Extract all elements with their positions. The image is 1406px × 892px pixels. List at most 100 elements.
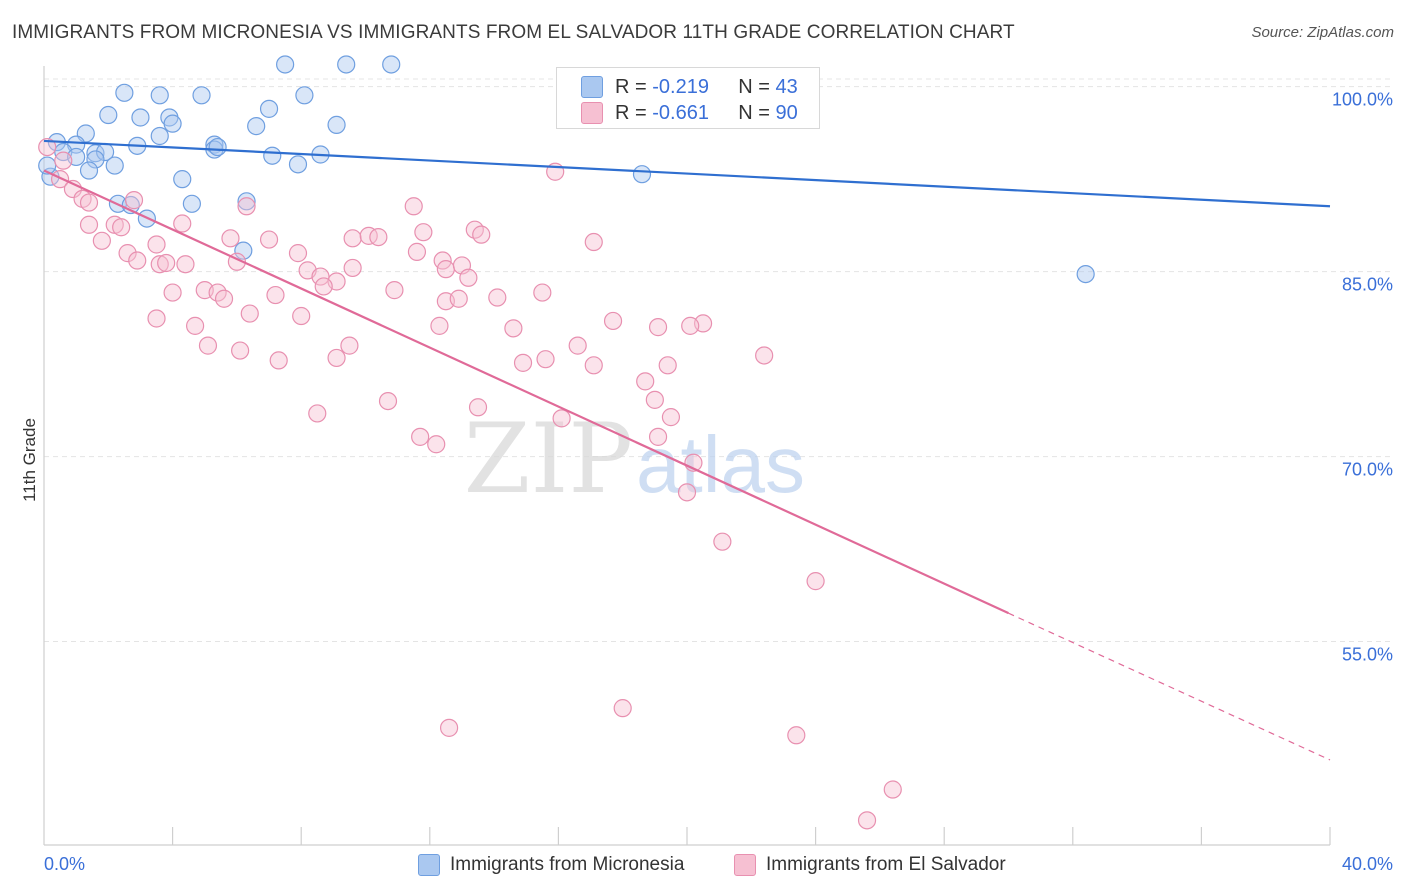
micronesia-point	[150, 126, 169, 146]
y-tick-label: 85.0%	[1342, 275, 1393, 295]
elsalvador-point	[237, 197, 256, 216]
micronesia-point	[208, 137, 227, 157]
elsalvador-point	[584, 232, 603, 252]
elsalvador-point	[124, 191, 144, 210]
elsalvador-point	[38, 137, 57, 157]
elsalvador-point	[513, 353, 533, 372]
elsalvador-point	[343, 258, 362, 278]
elsalvador-point	[536, 350, 555, 369]
n-label: N =	[738, 75, 776, 98]
elsalvador-point	[568, 336, 587, 355]
elsalvador-trend-line	[43, 169, 1009, 615]
elsalvador-point	[311, 267, 330, 286]
points-layer	[38, 55, 1095, 830]
elsalvador-point	[436, 260, 455, 279]
elsalvador-point	[857, 811, 877, 830]
n-value: 90	[775, 101, 798, 124]
elsalvador-point	[118, 244, 137, 263]
elsalvador-point	[645, 390, 664, 409]
elsalvador-point	[359, 226, 378, 245]
tick-labels: 100.0% 85.0% 70.0% 55.0% 0.0% 40.0%	[44, 90, 1393, 874]
elsalvador-point	[755, 346, 774, 365]
micronesia-point	[237, 192, 256, 211]
elsalvador-point	[79, 193, 99, 212]
elsalvador-point	[150, 255, 169, 274]
elsalvador-point	[176, 255, 195, 274]
legend-label-micronesia: Immigrants from Micronesia	[450, 854, 685, 875]
micronesia-point	[1076, 264, 1095, 284]
elsalvador-point	[439, 718, 459, 737]
micronesia-point	[259, 99, 279, 118]
elsalvador-point	[231, 341, 250, 360]
source-label: Source: ZipAtlas.com	[1251, 24, 1394, 41]
r-value: -0.219	[652, 75, 709, 98]
elsalvador-point	[343, 229, 362, 248]
micronesia-point	[263, 146, 282, 165]
micronesia-point	[632, 165, 652, 184]
elsalvador-point	[198, 336, 218, 355]
micronesia-point	[163, 114, 182, 133]
elsalvador-point	[404, 197, 423, 216]
elsalvador-point	[658, 356, 677, 375]
elsalvador-point	[327, 348, 346, 368]
micronesia-point	[99, 105, 118, 125]
elsalvador-point	[533, 283, 552, 302]
elsalvador-point	[378, 391, 398, 411]
legend-item-micronesia[interactable]: Immigrants from Micronesia	[418, 852, 684, 878]
watermark-atlas: atlas	[636, 420, 805, 509]
micronesia-point	[192, 86, 211, 105]
elsalvador-point	[157, 253, 176, 273]
r-label: R =	[615, 101, 653, 124]
elsalvador-point	[314, 277, 333, 296]
micronesia-point	[337, 55, 356, 74]
elsalvador-point	[677, 483, 697, 502]
axis-layer	[43, 66, 1331, 846]
micronesia-point	[173, 170, 192, 189]
elsalvador-point	[613, 699, 632, 718]
elsalvador-point	[214, 289, 234, 308]
micronesia-point	[247, 117, 266, 136]
micronesia-point	[115, 83, 134, 102]
n-label: N =	[738, 101, 776, 124]
elsalvador-point	[288, 244, 308, 263]
elsalvador-point	[681, 316, 700, 335]
elsalvador-point	[552, 409, 571, 428]
elsalvador-point	[340, 336, 359, 355]
elsalvador-point	[54, 151, 73, 170]
elsalvador-point	[504, 319, 523, 338]
elsalvador-point	[385, 281, 404, 300]
r-value: -0.661	[652, 101, 709, 124]
micronesia-point	[150, 86, 169, 105]
elsalvador-point	[128, 251, 147, 270]
x-tick-label: 40.0%	[1342, 854, 1393, 874]
x-tick-label: 0.0%	[44, 854, 85, 874]
elsalvador-point	[173, 214, 192, 233]
y-tick-label: 55.0%	[1342, 645, 1393, 665]
elsalvador-point	[414, 223, 433, 242]
micronesia-point	[276, 55, 295, 74]
elsalvador-point	[661, 408, 681, 427]
elsalvador-point	[636, 372, 655, 391]
elsalvador-point	[883, 780, 902, 799]
elsalvador-point	[369, 227, 388, 247]
elsalvador-point	[603, 311, 623, 331]
elsalvador-point	[427, 435, 446, 454]
elsalvador-point	[468, 398, 488, 417]
micronesia-legend-swatch	[418, 854, 440, 876]
elsalvador-point	[713, 532, 732, 551]
elsalvador-trend-extension	[1008, 612, 1331, 761]
micronesia-point	[86, 150, 105, 169]
y-tick-label: 100.0%	[1332, 90, 1393, 110]
micronesia-point	[182, 194, 201, 213]
elsalvador-point	[787, 726, 806, 745]
legend-label-elsalvador: Immigrants from El Salvador	[766, 854, 1006, 875]
micronesia-point	[234, 241, 253, 260]
elsalvador-point	[648, 427, 668, 446]
legend-item-elsalvador[interactable]: Immigrants from El Salvador	[734, 852, 1006, 878]
elsalvador-point	[472, 225, 491, 244]
y-axis-label: 11th Grade	[20, 418, 39, 502]
elsalvador-point	[266, 285, 285, 305]
elsalvador-point	[163, 283, 182, 302]
stats-legend: R = -0.219 N = 43 R = -0.661 N = 90	[556, 67, 820, 129]
